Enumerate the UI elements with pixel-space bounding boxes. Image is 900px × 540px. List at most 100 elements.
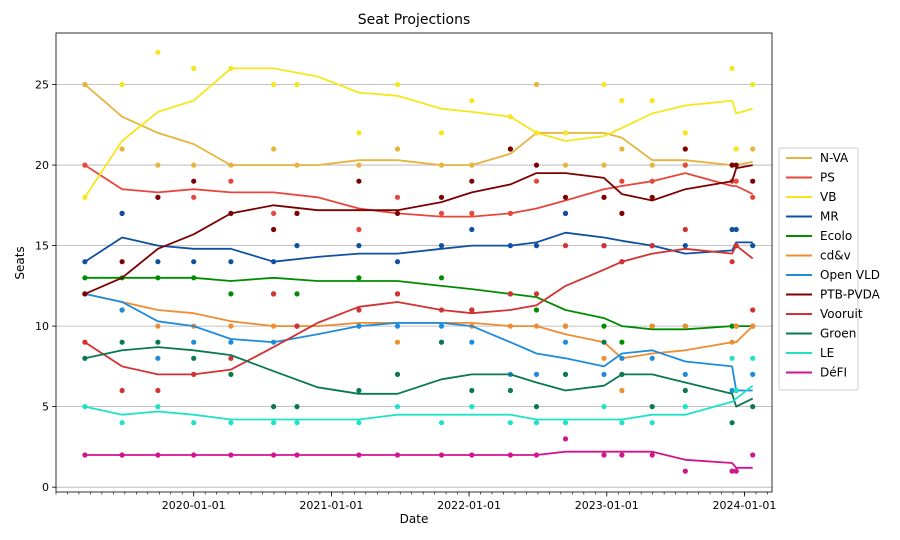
legend-label: Vooruit <box>820 307 863 321</box>
data-point <box>507 210 513 216</box>
series-ecolo <box>82 275 756 345</box>
series-line <box>84 276 753 331</box>
legend-label: N-VA <box>820 151 849 165</box>
data-point <box>507 323 513 329</box>
data-point <box>562 130 569 136</box>
data-point <box>649 420 655 426</box>
data-point <box>682 371 688 377</box>
data-point <box>82 259 88 265</box>
data-point <box>82 291 88 297</box>
data-point <box>119 339 125 345</box>
data-point <box>729 226 735 233</box>
data-point <box>533 130 540 136</box>
data-point <box>294 291 300 297</box>
data-point <box>619 355 625 361</box>
data-point <box>228 259 234 265</box>
x-axis-label: Date <box>400 512 429 526</box>
data-point <box>507 114 513 120</box>
data-point <box>682 243 688 249</box>
data-point <box>228 339 234 345</box>
data-point <box>507 420 513 426</box>
data-point <box>294 243 300 249</box>
data-point <box>191 65 197 71</box>
data-point <box>82 162 88 168</box>
data-point <box>271 323 277 329</box>
data-point <box>533 162 540 168</box>
data-point <box>507 146 513 152</box>
data-point <box>601 339 607 345</box>
series-line <box>84 164 754 218</box>
data-point <box>155 275 161 281</box>
data-point <box>729 162 735 168</box>
data-point <box>733 243 739 249</box>
data-point <box>562 162 569 168</box>
data-point <box>533 371 540 377</box>
x-tick-label: 2021-01-01 <box>299 499 363 512</box>
y-tick-label: 0 <box>42 481 49 494</box>
data-point <box>438 307 445 313</box>
data-point <box>119 387 125 394</box>
data-point <box>619 420 625 426</box>
data-point <box>469 307 475 313</box>
data-point <box>228 65 234 71</box>
x-tick-label: 2023-01-01 <box>575 499 639 512</box>
data-point <box>649 323 655 329</box>
data-point <box>733 323 739 329</box>
data-point <box>191 339 197 345</box>
legend-label: Ecolo <box>820 229 852 243</box>
series-line <box>84 83 753 166</box>
legend: N-VA PS VB MR Ecolo cd&v Open VLD PTB-PVDA Vooru… <box>778 147 881 391</box>
series-line <box>84 67 753 198</box>
data-point <box>601 243 607 249</box>
data-point <box>119 210 125 216</box>
series-vb <box>82 49 756 200</box>
data-point <box>649 404 655 410</box>
data-point <box>155 452 161 458</box>
series-layer <box>82 49 756 474</box>
data-point <box>394 259 401 265</box>
data-point <box>729 420 735 426</box>
data-point <box>562 436 569 442</box>
data-point <box>619 146 625 152</box>
series-line <box>84 293 754 360</box>
data-point <box>562 323 569 329</box>
data-point <box>438 275 445 281</box>
data-point <box>507 243 513 249</box>
data-point <box>682 387 688 394</box>
data-point <box>228 452 234 458</box>
data-point <box>119 420 125 426</box>
data-point <box>601 81 607 88</box>
series-groen <box>82 339 756 426</box>
data-point <box>394 404 401 410</box>
data-point <box>82 81 88 88</box>
data-point <box>619 98 625 104</box>
data-point <box>562 210 569 216</box>
series-le <box>82 355 756 426</box>
data-point <box>733 178 739 184</box>
data-point <box>271 259 277 265</box>
data-point <box>533 81 540 88</box>
data-point <box>533 178 540 184</box>
data-point <box>649 98 655 104</box>
data-point <box>294 404 300 410</box>
data-point <box>271 291 277 297</box>
data-point <box>356 452 362 458</box>
data-point <box>271 226 277 233</box>
data-point <box>601 162 607 168</box>
data-point <box>271 420 277 426</box>
data-point <box>733 226 739 233</box>
data-point <box>682 146 688 152</box>
data-point <box>649 243 655 249</box>
data-point <box>271 146 277 152</box>
data-point <box>438 162 445 168</box>
data-point <box>155 339 161 345</box>
data-point <box>356 323 362 329</box>
data-point <box>733 468 739 474</box>
series-line <box>84 244 754 376</box>
series-vooruit <box>82 226 756 394</box>
data-point <box>356 275 362 281</box>
data-point <box>271 404 277 410</box>
data-point <box>271 339 277 345</box>
legend-label: DéFI <box>820 366 847 380</box>
legend-frame <box>778 147 859 391</box>
